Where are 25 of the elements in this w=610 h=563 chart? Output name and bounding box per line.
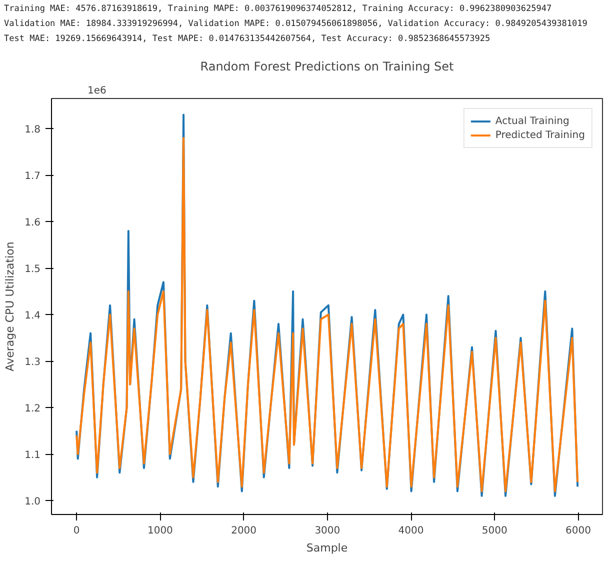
text: Test MAE: 19269.15669643914, Test MAPE: 0.014763135442607564, Test Accuracy: 0.9852368645573925 (4, 34, 490, 44)
y-tick-label: 1.2 (24, 404, 41, 415)
y-tick-label: 1.8 (24, 124, 41, 136)
text: Validation MAE: 18984.333919296994, Validation MAPE: 0.015079456061898056, Validation Accuracy: 0.9849205439381019 (4, 19, 588, 29)
y-tick-label: 1.4 (24, 310, 41, 322)
y-tick-label: 1.5 (24, 264, 41, 276)
y-axis-title: Average CPU Utilization (4, 242, 17, 372)
y-tick-label: 1.1 (24, 450, 41, 462)
x-tick-label: 5000 (482, 526, 508, 536)
y-tick-label: 1.6 (24, 218, 41, 229)
x-axis-title: Sample (306, 542, 348, 554)
x-tick-label: 6000 (566, 526, 591, 536)
x-tick-label: 4000 (398, 526, 424, 536)
y-tick-label: 1.3 (24, 357, 41, 368)
x-tick-label: 0 (73, 526, 80, 536)
chart-title: Random Forest Predictions on Training Set (200, 60, 454, 74)
y-tick-label: 1.0 (24, 496, 41, 508)
legend-label: Actual Training (495, 116, 570, 126)
y-tick-label: 1.7 (24, 171, 41, 182)
legend-label: Predicted Training (495, 130, 585, 140)
x-tick-label: 2000 (231, 526, 257, 536)
x-tick-label: 3000 (314, 526, 340, 536)
x-tick-label: 1000 (147, 526, 173, 536)
text: 1e6 (88, 86, 106, 96)
text: Training MAE: 4576.87163918619, Training MAPE: 0.0037619096374052812, Training Accuracy: 0.9962380903625947 (4, 4, 552, 14)
